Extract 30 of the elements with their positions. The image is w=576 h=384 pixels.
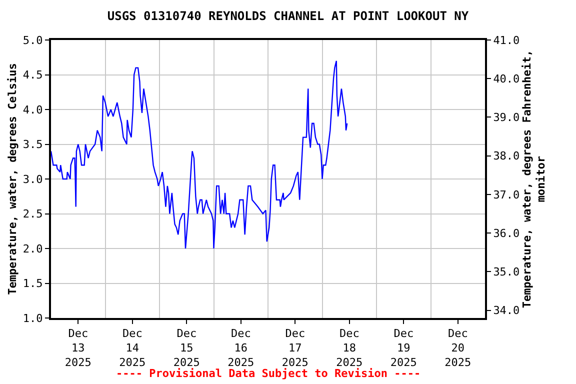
y-tick-label: 3.0 bbox=[22, 172, 43, 186]
y2-tick-label: 35.0 bbox=[493, 266, 520, 279]
x-tick-label: Dec 13 2025 bbox=[64, 327, 92, 369]
y-tick-label: 2.0 bbox=[22, 242, 43, 256]
y-tick-label: 5.0 bbox=[22, 34, 43, 47]
y-tick-label: 1.5 bbox=[22, 277, 43, 290]
y-tick-label: 2.5 bbox=[22, 208, 43, 221]
y-tick-label: 1.0 bbox=[22, 312, 43, 325]
y2-tick-label: 37.0 bbox=[493, 188, 520, 202]
chart-title: USGS 01310740 REYNOLDS CHANNEL AT POINT LOOKOUT NY bbox=[107, 8, 470, 23]
line-series bbox=[51, 60, 348, 250]
y2-tick-label: 41.0 bbox=[493, 34, 520, 47]
x-tick-label: Dec 15 2025 bbox=[173, 327, 200, 369]
x-tick-label: Dec 18 2025 bbox=[336, 327, 363, 369]
y2-axis-title: Temperature, water, degrees Fahrenheit, monitor bbox=[520, 50, 548, 308]
y2-tick-label: 39.0 bbox=[493, 111, 520, 124]
y-tick-label: 4.5 bbox=[22, 68, 43, 82]
x-tick-label: Dec 14 2025 bbox=[119, 327, 146, 369]
y2-tick-label: 36.0 bbox=[493, 226, 520, 240]
y2-tick-label: 34.0 bbox=[493, 304, 520, 318]
x-tick-label: Dec 17 2025 bbox=[282, 327, 308, 369]
x-tick-label: Dec 19 2025 bbox=[390, 327, 417, 369]
y-axis-title: Temperature, water, degrees Celsius bbox=[6, 63, 20, 295]
y2-tick-label: 38.0 bbox=[493, 150, 520, 163]
y-tick-label: 3.5 bbox=[22, 138, 43, 152]
text: ---- Provisional Data Subject to Revision ---- bbox=[116, 367, 421, 380]
y-tick-label: 4.0 bbox=[22, 103, 43, 116]
x-tick-label: Dec 16 2025 bbox=[228, 327, 254, 369]
y2-tick-label: 40.0 bbox=[493, 72, 520, 86]
x-tick-label: Dec 20 2025 bbox=[444, 327, 472, 369]
